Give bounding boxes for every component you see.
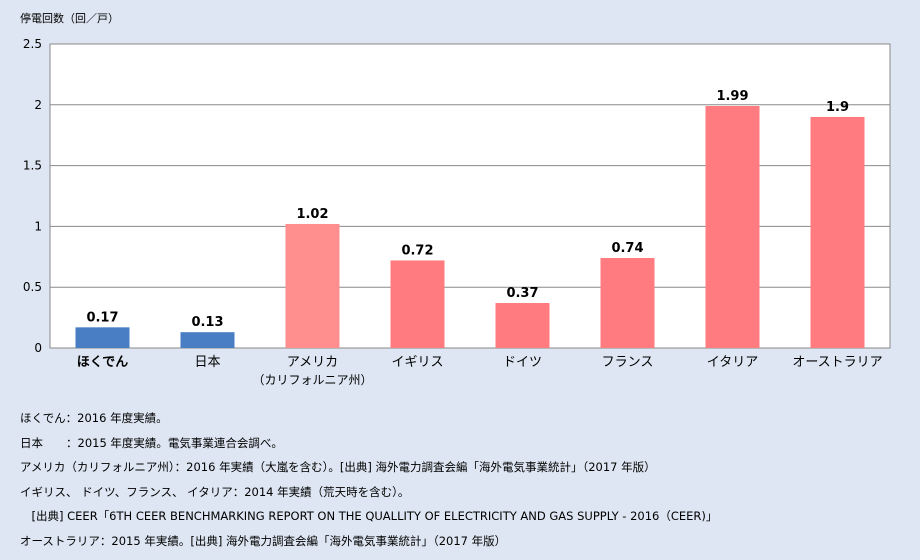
note-europe: イギリス、 ドイツ、フランス、 イタリア：2014 年実績（荒天時を含む）。 [20, 484, 410, 499]
x-category-label: ほくでん [77, 355, 129, 370]
x-category-label: イタリア [707, 355, 758, 370]
y-tick-label: 1 [34, 219, 42, 233]
x-category-sublabel: （カリフォルニア州） [252, 373, 372, 387]
bar [285, 223, 340, 348]
x-category-label: 日本 [194, 355, 220, 370]
x-category-label: オーストラリア [792, 355, 882, 370]
bar [810, 116, 865, 349]
footnotes: ほくでん：2016 年度実績。 日本 ：2015 年度実績。電気事業連合会調べ。… [20, 406, 717, 554]
y-tick-labels: 0 0.5 1 1.5 2 2.5 [23, 37, 42, 355]
bars [75, 106, 865, 349]
y-tick-label: 2.5 [23, 37, 42, 51]
bar [180, 332, 235, 348]
data-label: 0.37 [506, 286, 538, 301]
y-tick-label: 1.5 [23, 159, 42, 173]
note-australia: オーストラリア：2015 年実績。[出典] 海外電力調査会編「海外電気事業統計」… [20, 533, 507, 548]
data-label: 1.99 [716, 89, 748, 104]
data-label: 1.02 [296, 207, 328, 222]
data-label: 0.17 [86, 310, 118, 325]
bar [390, 260, 445, 348]
note-europe-source: [出典] CEER「6TH CEER BENCHMARKING REPORT O… [20, 509, 718, 524]
data-labels: 0.17 0.13 1.02 0.72 0.37 0.74 1.99 1.9 [86, 89, 849, 330]
y-tick-label: 2 [34, 98, 42, 112]
note-hokuden: ほくでん：2016 年度実績。 [20, 411, 168, 425]
data-label: 1.9 [826, 100, 849, 115]
data-label: 0.13 [191, 315, 223, 330]
y-axis-label: 停電回数（回／戸） [20, 11, 119, 25]
data-label: 0.74 [611, 241, 643, 256]
plot-area [49, 43, 891, 349]
y-tick-label: 0.5 [23, 280, 42, 294]
y-tick-label: 0 [34, 341, 42, 355]
x-category-label: アメリカ [287, 355, 338, 370]
x-category-labels: ほくでん 日本 アメリカ （カリフォルニア州） イギリス ドイツ フランス イタリア オーストラ… [77, 355, 883, 387]
x-category-label: フランス [602, 355, 654, 370]
bar [495, 303, 550, 348]
x-category-label: ドイツ [503, 355, 542, 370]
x-category-label: イギリス [391, 355, 443, 370]
note-usa: アメリカ（カリフォルニア州）：2016 年実績（大嵐を含む）。[出典] 海外電力… [20, 460, 656, 475]
bar-chart: 0.17 0.13 1.02 0.72 0.37 0.74 1.99 1.9 0 0.5 1 1.5… [20, 11, 891, 387]
data-label: 0.72 [401, 243, 433, 258]
note-japan: 日本 ：2015 年度実績。電気事業連合会調べ。 [20, 435, 283, 450]
bar [75, 327, 130, 348]
bar [705, 106, 760, 349]
bar [600, 258, 655, 348]
